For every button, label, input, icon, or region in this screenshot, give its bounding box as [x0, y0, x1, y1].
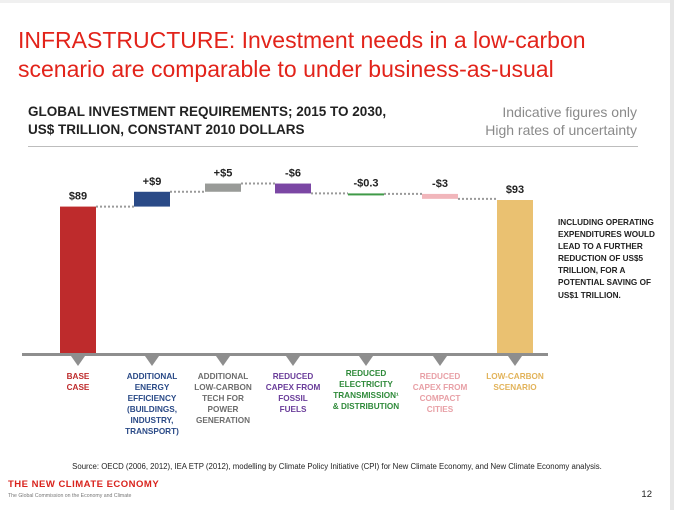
category-label-0-line-1: CASE — [67, 383, 90, 392]
brand-logo-text: THE NEW CLIMATE ECONOMY — [8, 479, 160, 490]
category-label-6-line-0: LOW-CARBON — [486, 372, 544, 381]
category-label-2-line-4: GENERATION — [196, 416, 250, 425]
category-label-3-line-0: REDUCED — [273, 372, 314, 381]
value-label-1: +$9 — [143, 176, 162, 188]
category-label-2-line-0: ADDITIONAL — [198, 372, 248, 381]
category-label-1-line-5: TRANSPORT) — [125, 427, 179, 436]
slide-right-edge — [670, 0, 674, 510]
value-label-4: -$0.3 — [353, 177, 378, 189]
waterfall-chart: $89 +$9 +$5 -$6 -$0.3 -$3 $93 BASE CASE ADDITIONA… — [22, 168, 548, 436]
category-label-1-line-2: EFFICIENCY — [128, 394, 177, 403]
header-divider — [28, 146, 638, 147]
source-note: Source: OECD (2006, 2012), IEA ETP (2012… — [72, 462, 602, 471]
category-label-3: REDUCED CAPEX FROM FOSSIL FUELS — [266, 372, 321, 414]
value-label-0: $89 — [69, 191, 87, 203]
x-axis-line — [22, 353, 548, 356]
category-label-1-line-3: (BUILDINGS, — [127, 405, 177, 414]
category-label-3-line-3: FUELS — [280, 405, 307, 414]
side-note: INCLUDING OPERATING EXPENDITURES WOULD L… — [558, 218, 655, 300]
value-label-5: -$3 — [432, 178, 448, 190]
category-label-1: ADDITIONAL ENERGY EFFICIENCY (BUILDINGS, IND… — [125, 372, 179, 436]
uncertainty-note-line-2: High rates of uncertainty — [485, 122, 637, 138]
category-label-0-line-0: BASE — [67, 372, 90, 381]
tick-marker-4 — [359, 356, 373, 366]
tick-marker-2 — [216, 356, 230, 366]
category-label-5-line-2: COMPACT — [420, 394, 461, 403]
bar-0 — [60, 206, 96, 353]
category-label-1-line-1: ENERGY — [135, 383, 170, 392]
category-label-1-line-0: ADDITIONAL — [127, 372, 177, 381]
chart-title: GLOBAL INVESTMENT REQUIREMENTS; 2015 TO … — [28, 103, 386, 139]
bar-4 — [348, 193, 384, 196]
tick-marker-3 — [286, 356, 300, 366]
category-label-2-line-1: LOW-CARBON — [194, 383, 252, 392]
bar-2 — [205, 183, 241, 192]
value-label-3: -$6 — [285, 168, 301, 180]
category-label-1-line-4: INDUSTRY, — [131, 416, 174, 425]
tick-marker-1 — [145, 356, 159, 366]
slide-title: INFRASTRUCTURE: Investment needs in a lo… — [18, 26, 638, 84]
value-label-2: +$5 — [214, 168, 233, 180]
category-label-4-line-2: TRANSMISSION¹ — [333, 391, 399, 400]
uncertainty-note: Indicative figures only High rates of un… — [485, 103, 637, 139]
category-label-3-line-2: FOSSIL — [278, 394, 308, 403]
tick-marker-6 — [508, 356, 522, 366]
value-label-6: $93 — [506, 184, 524, 196]
uncertainty-note-line-1: Indicative figures only — [502, 104, 637, 120]
category-label-2: ADDITIONAL LOW-CARBON TECH FOR POWER GENERAT… — [194, 372, 252, 425]
bar-3 — [275, 183, 311, 194]
slide-top-border — [0, 0, 674, 3]
category-label-5-line-1: CAPEX FROM — [413, 383, 468, 392]
category-label-6: LOW-CARBON SCENARIO — [486, 372, 544, 392]
bar-5 — [422, 193, 458, 199]
category-label-5-line-0: REDUCED — [420, 372, 461, 381]
category-label-5: REDUCED CAPEX FROM COMPACT CITIES — [413, 372, 468, 414]
bar-6 — [497, 200, 533, 353]
tick-marker-5 — [433, 356, 447, 366]
category-label-0: BASE CASE — [67, 372, 90, 392]
category-label-4-line-3: & DISTRIBUTION — [333, 402, 399, 411]
chart-title-line-2: US$ TRILLION, CONSTANT 2010 DOLLARS — [28, 122, 305, 137]
category-label-2-line-3: POWER — [208, 405, 239, 414]
category-label-4-line-1: ELECTRICITY — [339, 380, 393, 389]
category-label-3-line-1: CAPEX FROM — [266, 383, 321, 392]
page-number: 12 — [641, 489, 652, 500]
category-label-4-line-0: REDUCED — [346, 369, 387, 378]
tick-marker-0 — [71, 356, 85, 366]
brand-tagline: The Global Commission on the Economy and… — [8, 493, 132, 499]
category-label-5-line-3: CITIES — [427, 405, 454, 414]
chart-title-line-1: GLOBAL INVESTMENT REQUIREMENTS; 2015 TO … — [28, 104, 387, 119]
bar-1 — [134, 191, 170, 207]
category-label-2-line-2: TECH FOR — [202, 394, 244, 403]
slide-title-line-2: scenario are comparable to under busines… — [18, 56, 554, 82]
category-label-4: REDUCED ELECTRICITY TRANSMISSION¹ & DISTRIB… — [333, 369, 399, 411]
slide-title-line-1: INFRASTRUCTURE: Investment needs in a lo… — [18, 27, 586, 53]
category-label-6-line-1: SCENARIO — [493, 383, 537, 392]
